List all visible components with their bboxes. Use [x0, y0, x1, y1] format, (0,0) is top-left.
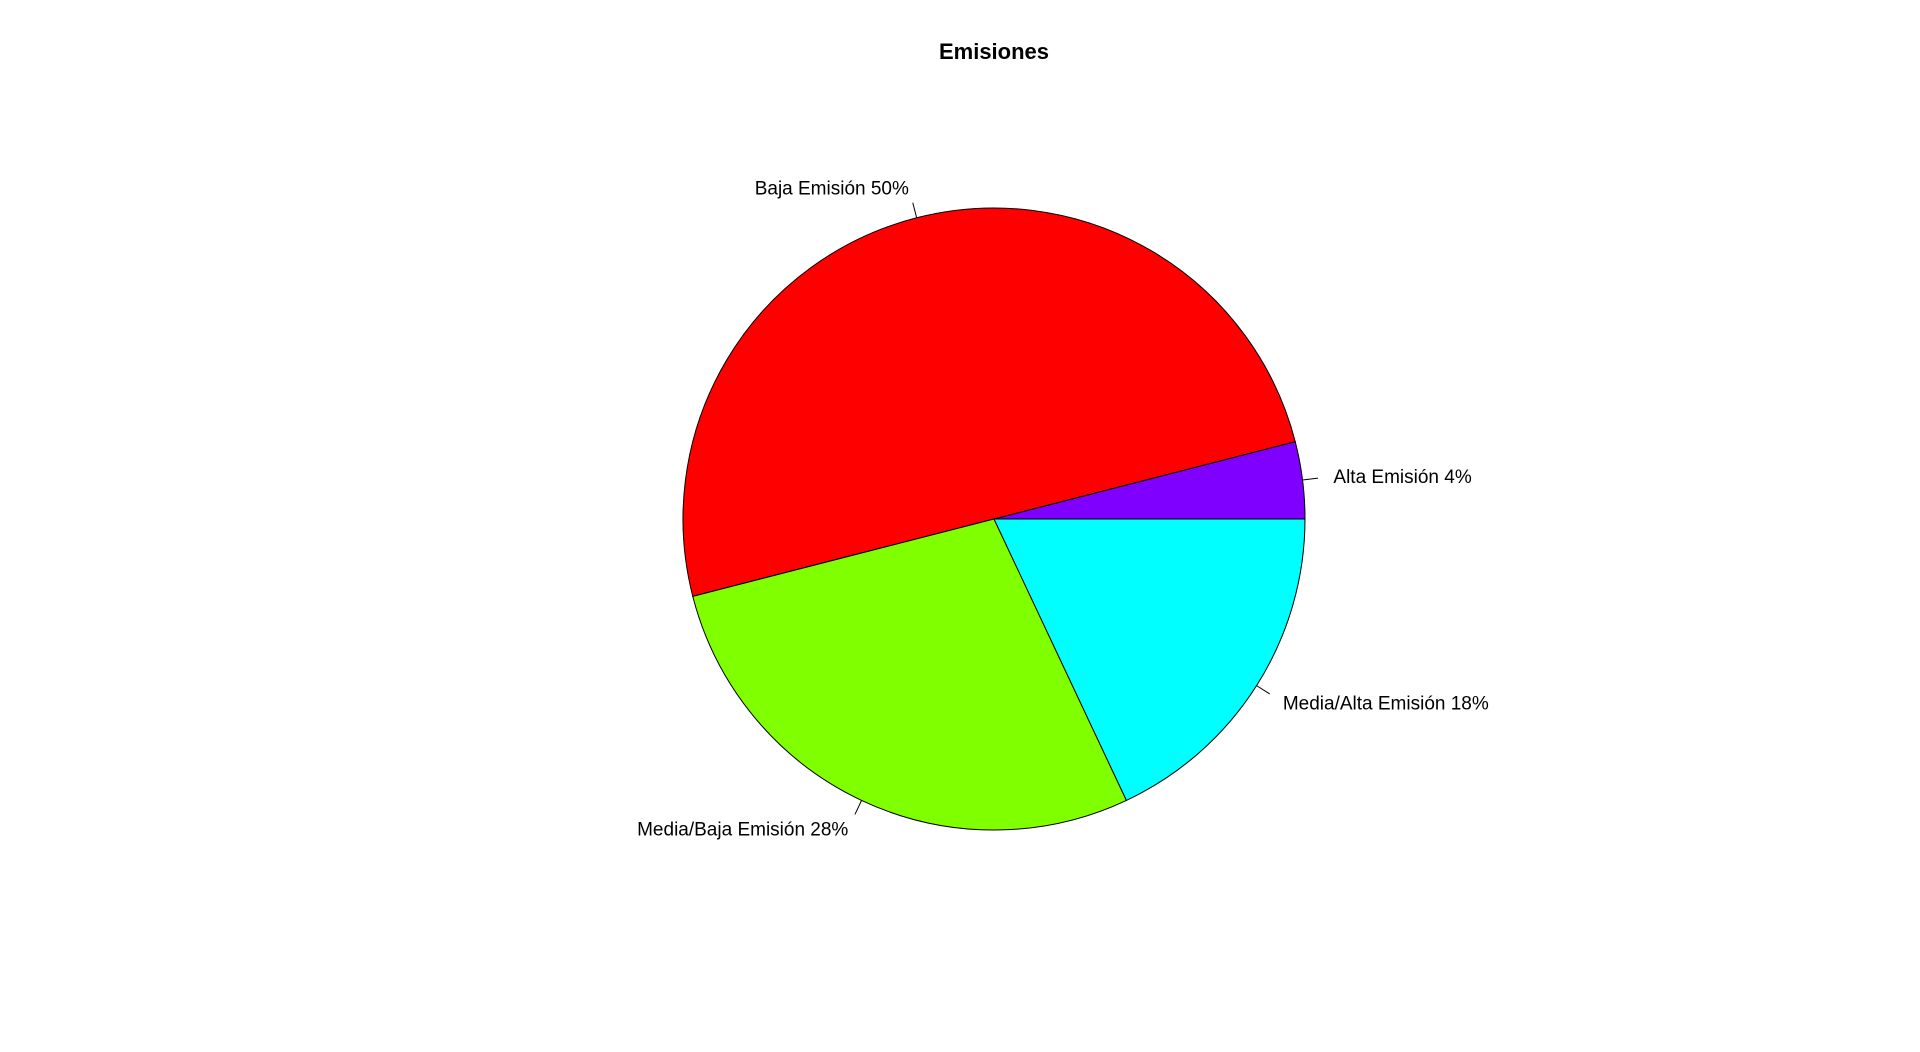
leader-line-2 — [854, 800, 863, 815]
slice-label-1: Baja Emisión 50% — [755, 179, 909, 200]
pie-labels: Alta Emisión 4% Baja Emisión 50% Media/Baj… — [637, 179, 1489, 841]
slice-label-0: Alta Emisión 4% — [1333, 467, 1471, 488]
leader-line-1 — [912, 202, 918, 218]
slice-label-2: Media/Baja Emisión 28% — [637, 820, 848, 841]
pie-slice-2 — [692, 518, 1128, 831]
leader-line-0 — [1302, 477, 1319, 481]
pie-slice-1 — [682, 207, 1296, 597]
slice-label-3: Media/Alta Emisión 18% — [1283, 693, 1489, 714]
chart-title: Emisiones — [939, 39, 1049, 64]
pie-slices — [682, 207, 1306, 831]
pie-slice-3 — [993, 518, 1306, 802]
leader-line-3 — [1256, 685, 1270, 695]
